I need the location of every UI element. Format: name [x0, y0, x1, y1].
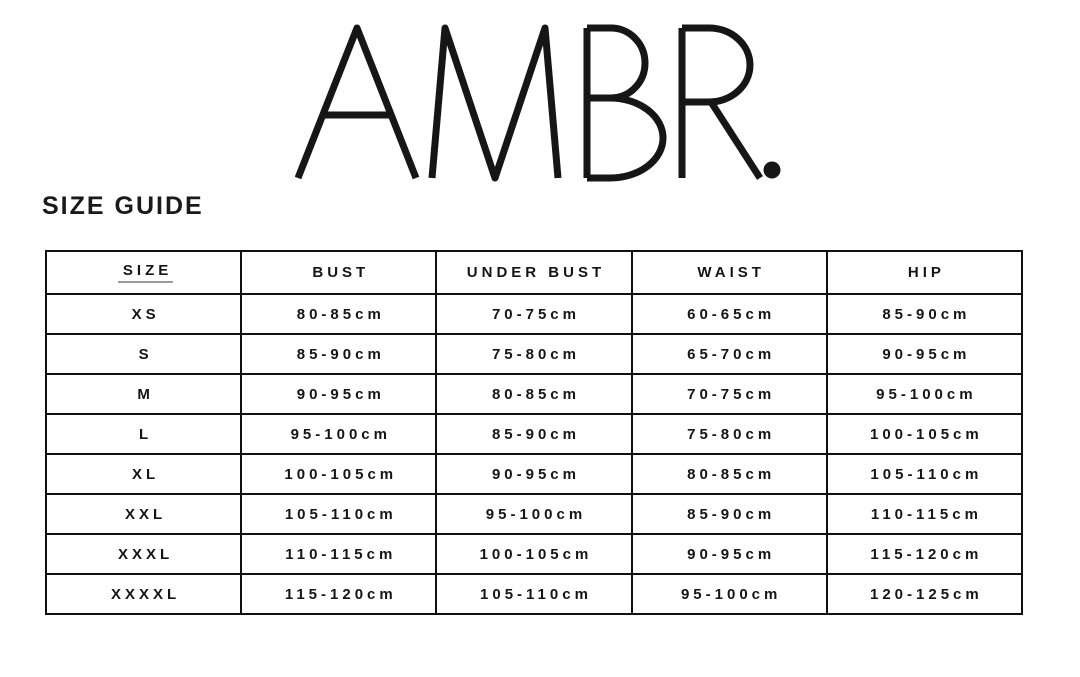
size-label: XXXXL [44, 573, 243, 615]
bust-value: 105-110cm [240, 493, 438, 535]
under-bust-value: 105-110cm [435, 573, 633, 615]
waist-value: 65-70cm [630, 333, 828, 375]
table-row-xs: XS 80-85cm 70-75cm 60-65cm 85-90cm [44, 293, 1024, 335]
hip-value: 90-95cm [825, 333, 1024, 375]
table-row-xxl: XXL 105-110cm 95-100cm 85-90cm 110-115cm [44, 493, 1024, 535]
bust-value: 115-120cm [240, 573, 438, 615]
bust-value: 90-95cm [240, 373, 438, 415]
hip-value: 95-100cm [825, 373, 1024, 415]
hip-value: 110-115cm [825, 493, 1024, 535]
column-header-size-label: SIZE [117, 262, 174, 283]
under-bust-value: 95-100cm [435, 493, 633, 535]
hip-value: 115-120cm [825, 533, 1024, 575]
waist-value: 90-95cm [630, 533, 828, 575]
column-header-under-bust: UNDER BUST [435, 250, 633, 295]
bust-value: 80-85cm [240, 293, 438, 335]
size-label: M [44, 373, 243, 415]
bust-value: 85-90cm [240, 333, 438, 375]
size-label: XL [44, 453, 243, 495]
bust-value: 95-100cm [240, 413, 438, 455]
table-row-m: M 90-95cm 80-85cm 70-75cm 95-100cm [44, 373, 1024, 415]
table-row-l: L 95-100cm 85-90cm 75-80cm 100-105cm [44, 413, 1024, 455]
hip-value: 105-110cm [825, 453, 1024, 495]
hip-value: 100-105cm [825, 413, 1024, 455]
table-row-s: S 85-90cm 75-80cm 65-70cm 90-95cm [44, 333, 1024, 375]
column-header-waist: WAIST [630, 250, 828, 295]
waist-value: 85-90cm [630, 493, 828, 535]
brand-logo [295, 24, 785, 182]
page-title: SIZE GUIDE [42, 192, 204, 220]
bust-value: 100-105cm [240, 453, 438, 495]
under-bust-value: 100-105cm [435, 533, 633, 575]
column-header-size: SIZE [44, 250, 243, 295]
table-header-row: SIZE BUST UNDER BUST WAIST HIP [44, 250, 1024, 295]
table-row-xl: XL 100-105cm 90-95cm 80-85cm 105-110cm [44, 453, 1024, 495]
waist-value: 60-65cm [630, 293, 828, 335]
size-label: L [44, 413, 243, 455]
table-row-xxxl: XXXL 110-115cm 100-105cm 90-95cm 115-120… [44, 533, 1024, 575]
size-label: XXL [44, 493, 243, 535]
under-bust-value: 90-95cm [435, 453, 633, 495]
size-guide-table: SIZE BUST UNDER BUST WAIST HIP XS 80-85c… [44, 250, 1024, 615]
table-row-xxxxl: XXXXL 115-120cm 105-110cm 95-100cm 120-1… [44, 573, 1024, 615]
hip-value: 85-90cm [825, 293, 1024, 335]
size-label: XS [44, 293, 243, 335]
under-bust-value: 85-90cm [435, 413, 633, 455]
hip-value: 120-125cm [825, 573, 1024, 615]
waist-value: 70-75cm [630, 373, 828, 415]
bust-value: 110-115cm [240, 533, 438, 575]
under-bust-value: 70-75cm [435, 293, 633, 335]
waist-value: 80-85cm [630, 453, 828, 495]
under-bust-value: 80-85cm [435, 373, 633, 415]
ambr-logo-icon [295, 24, 781, 182]
column-header-hip: HIP [825, 250, 1024, 295]
waist-value: 95-100cm [630, 573, 828, 615]
size-label: S [44, 333, 243, 375]
size-label: XXXL [44, 533, 243, 575]
under-bust-value: 75-80cm [435, 333, 633, 375]
waist-value: 75-80cm [630, 413, 828, 455]
column-header-bust: BUST [240, 250, 438, 295]
